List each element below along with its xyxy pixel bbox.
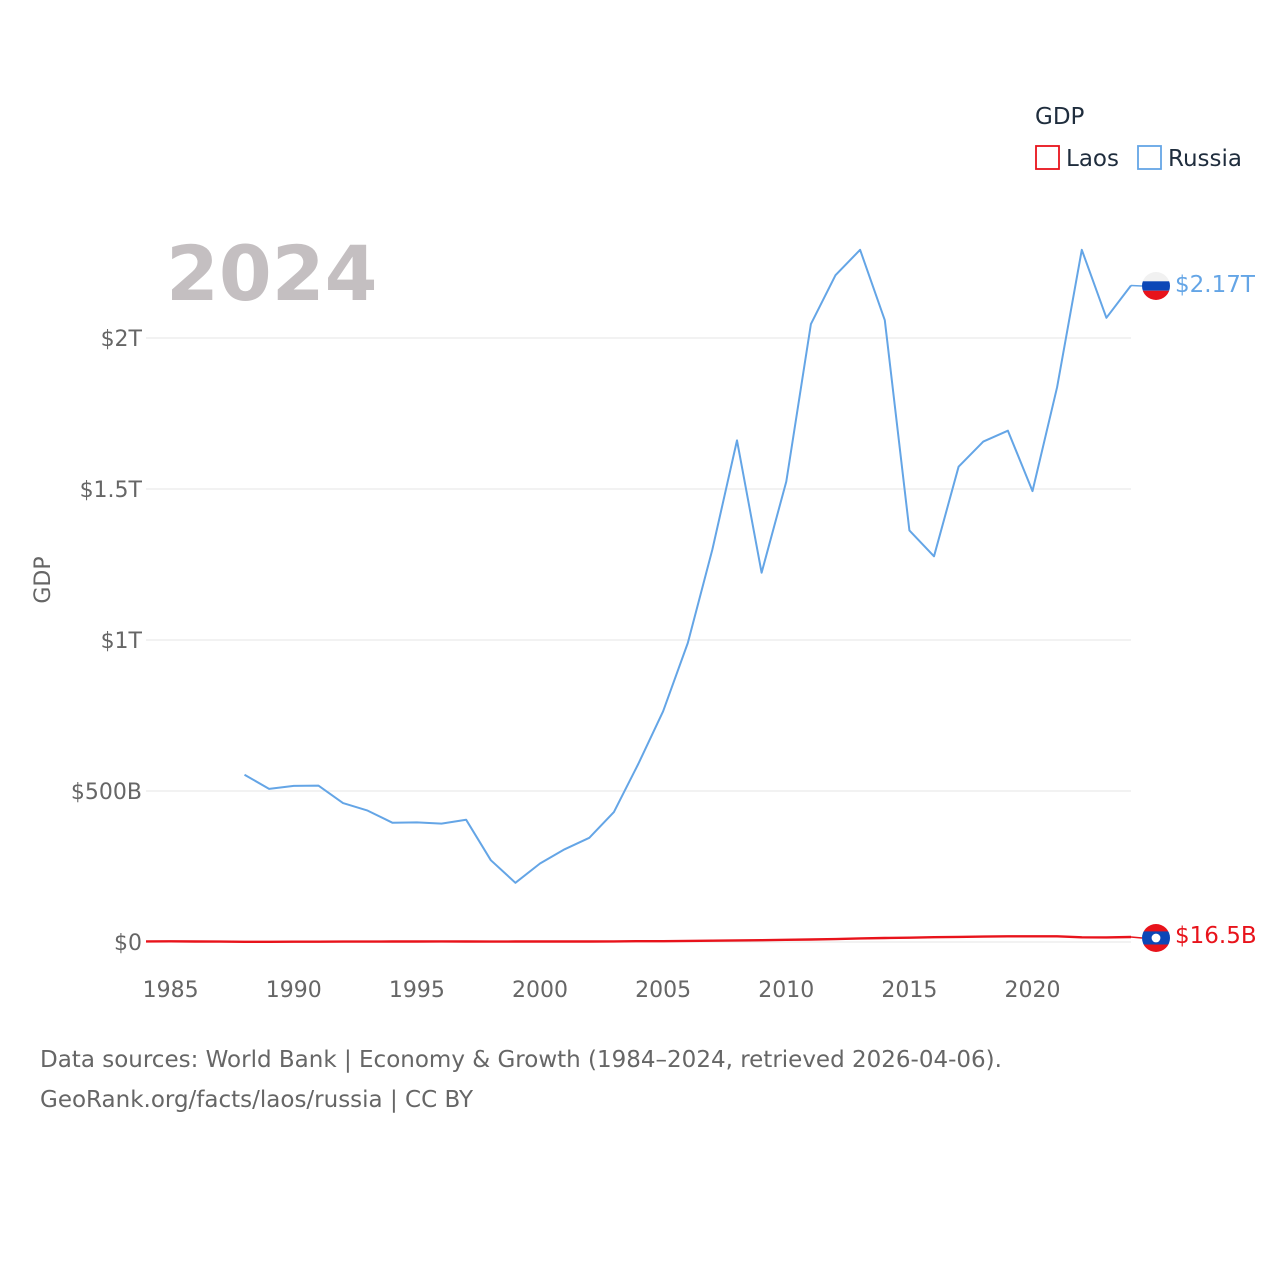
x-tick-label: 1985 <box>143 978 199 1003</box>
footer-attribution[interactable]: GeoRank.org/facts/laos/russia | CC BY <box>40 1087 474 1113</box>
series-lines <box>145 248 1143 943</box>
y-tick-label: $1.5T <box>80 478 143 503</box>
gdp-line-chart: $0 $500B $1T $1.5T $2T 1985 1990 1995 2000 2005 2… <box>31 104 1257 1003</box>
laos-flag-icon <box>1142 924 1170 952</box>
legend: GDP Laos Russia <box>1035 104 1242 172</box>
y-tick-label: $2T <box>101 327 143 352</box>
series-line-russia <box>244 248 1132 884</box>
russia-end-label: $2.17T <box>1175 272 1256 298</box>
footer: Data sources: World Bank | Economy & Gro… <box>40 1040 1002 1120</box>
x-tick-label: 2020 <box>1005 978 1061 1003</box>
year-label: 2024 <box>166 229 378 318</box>
russia-flag-icon <box>1142 272 1170 300</box>
y-tick-label: $0 <box>114 931 142 956</box>
legend-item-russia[interactable]: Russia <box>1137 145 1242 172</box>
y-axis-ticks: $0 $500B $1T $1.5T $2T <box>71 327 143 956</box>
laos-end-label: $16.5B <box>1175 923 1257 949</box>
footer-sources: Data sources: World Bank | Economy & Gro… <box>40 1047 1002 1073</box>
legend-item-laos[interactable]: Laos <box>1035 145 1119 172</box>
x-tick-label: 2015 <box>881 978 937 1003</box>
gridlines <box>146 337 1131 943</box>
x-tick-label: 1995 <box>389 978 445 1003</box>
y-tick-label: $500B <box>71 780 142 805</box>
end-connector-russia <box>1130 284 1143 287</box>
x-tick-label: 1990 <box>266 978 322 1003</box>
x-tick-label: 2000 <box>512 978 568 1003</box>
x-tick-label: 2005 <box>635 978 691 1003</box>
y-axis-label: GDP <box>31 556 56 603</box>
y-tick-label: $1T <box>101 629 143 654</box>
x-axis-ticks: 1985 1990 1995 2000 2005 2010 2015 2020 <box>143 978 1061 1003</box>
end-connector-laos <box>1130 936 1143 939</box>
legend-label-laos: Laos <box>1066 146 1119 172</box>
legend-swatch-russia <box>1137 145 1162 170</box>
legend-title: GDP <box>1035 104 1085 130</box>
legend-label-russia: Russia <box>1168 146 1242 172</box>
legend-swatch-laos <box>1035 145 1060 170</box>
x-tick-label: 2010 <box>758 978 814 1003</box>
series-line-laos <box>145 935 1132 943</box>
